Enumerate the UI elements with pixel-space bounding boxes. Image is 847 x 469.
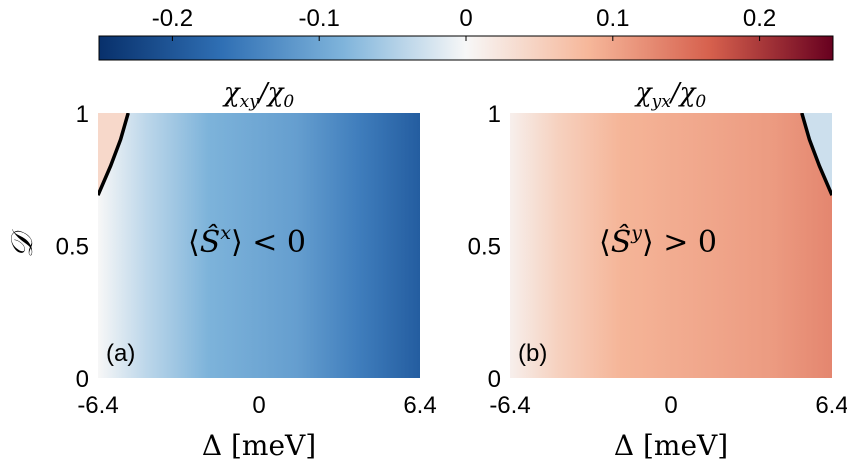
x-tick-label: 6.4 (403, 392, 436, 419)
y-axis-label: 𝒟 (5, 229, 40, 258)
panel-b-sign-change-curve (800, 113, 832, 196)
y-tick-label: 0 (76, 366, 89, 393)
panel-a-y-ticks: 00.51 (56, 101, 89, 393)
panel-a-label: (a) (106, 340, 135, 367)
colorbar-tick-label: -0.2 (152, 5, 193, 32)
colorbar-tick-label: -0.1 (299, 5, 340, 32)
panel-a: χxy/χ0 -6.4 0 6.4 00.51 ⟨Ŝx⟩ < 0 (a) (56, 78, 437, 419)
x-tick-label: 0 (664, 392, 677, 419)
x-tick-label: -6.4 (77, 392, 118, 419)
x-tick-label: 0 (252, 392, 265, 419)
panel-a-heatmap (98, 113, 420, 378)
y-tick-label: 0 (488, 366, 501, 393)
colorbar-tick-label: 0.2 (743, 5, 776, 32)
panel-a-sign-change-curve (98, 113, 130, 196)
panel-b-title: χyx/χ0 (634, 78, 706, 112)
panel-b-x-ticks: -6.4 0 6.4 (489, 392, 847, 419)
panel-a-x-axis-label: Δ [meV] (202, 429, 316, 462)
colorbar-ticks: -0.2 -0.1 0 0.1 0.2 (152, 5, 776, 41)
y-tick-label: 0.5 (468, 234, 501, 261)
colorbar-tick-label: 0.1 (596, 5, 629, 32)
panel-b-label: (b) (518, 340, 547, 367)
panel-a-title: χxy/χ0 (222, 78, 294, 112)
panel-a-annotation: ⟨Ŝx⟩ < 0 (188, 222, 306, 260)
panel-b-heatmap (510, 113, 832, 378)
panel-b-y-ticks: 00.51 (468, 101, 501, 393)
y-tick-label: 1 (76, 101, 89, 128)
x-tick-label: -6.4 (489, 392, 530, 419)
panel-a-x-ticks: -6.4 0 6.4 (77, 392, 436, 419)
y-tick-label: 0.5 (56, 234, 89, 261)
x-tick-label: 6.4 (815, 392, 847, 419)
colorbar-tick-label: 0 (459, 5, 472, 32)
colorbar: -0.2 -0.1 0 0.1 0.2 (98, 5, 834, 61)
panel-b: χyx/χ0 -6.4 0 6.4 00.51 ⟨Ŝy⟩ > 0 (b) (468, 78, 847, 419)
panel-b-annotation: ⟨Ŝy⟩ > 0 (599, 222, 717, 260)
panel-b-x-axis-label: Δ [meV] (614, 429, 728, 462)
y-tick-label: 1 (488, 101, 501, 128)
